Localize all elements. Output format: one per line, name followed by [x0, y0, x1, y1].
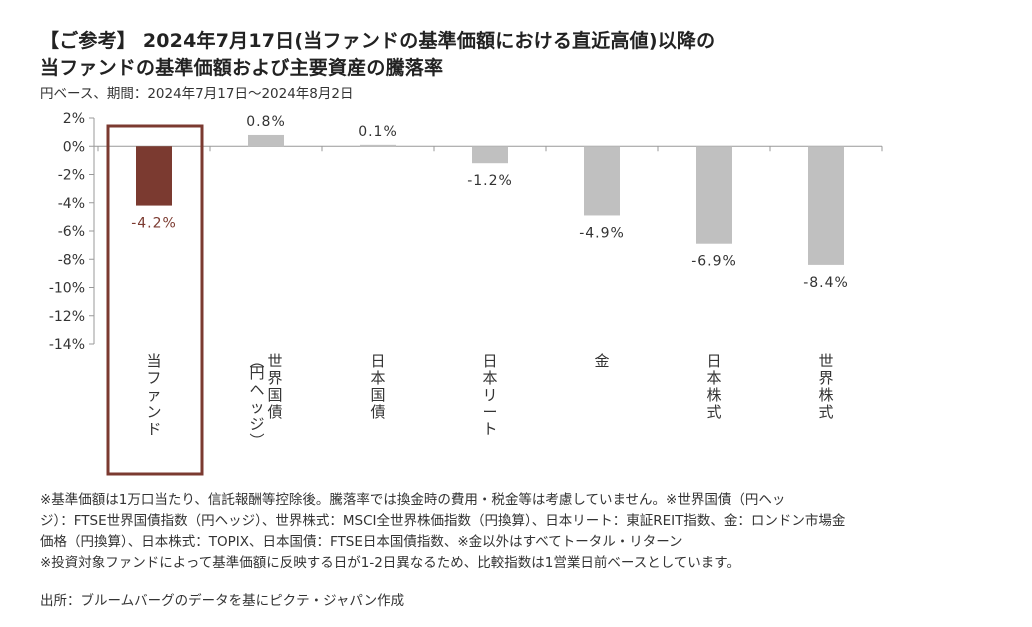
- chart-subtitle: 円ベース、期間：2024年7月17日～2024年8月2日: [40, 86, 354, 102]
- category-char: 日: [370, 352, 385, 370]
- category-char: 世: [267, 352, 282, 370]
- category-char: 本: [370, 369, 385, 387]
- category-char: ︶: [249, 432, 264, 450]
- category-char: フ: [146, 369, 161, 387]
- category-char: 国: [370, 386, 385, 404]
- category-char: ッ: [249, 398, 264, 416]
- footnote-line: ※基準価額は1万口当たり、信託報酬等控除後。騰落率では換金時の費用・税金等は考慮…: [40, 492, 786, 508]
- y-tick-label: 2%: [63, 111, 85, 127]
- bar-chart: 2% 0% -2% -4% -6% -8% -10% -12% -14% -4.2% 0.8% 0.…: [49, 111, 883, 476]
- category-char: 株: [706, 386, 721, 404]
- category-char: 本: [706, 369, 721, 387]
- bar: [584, 146, 620, 216]
- value-label: -8.4%: [803, 275, 849, 291]
- category-char: リ: [482, 386, 497, 404]
- category-char: 界: [818, 369, 833, 387]
- chart-title: 【ご参考】 2024年7月17日(当ファンドの基準価額における直近高値)以降の …: [40, 28, 715, 82]
- category-char: 債: [267, 403, 282, 421]
- value-label: 0.1%: [358, 124, 398, 140]
- category-char: 債: [370, 403, 385, 421]
- bar: [696, 146, 732, 244]
- y-axis: 2% 0% -2% -4% -6% -8% -10% -12% -14%: [49, 111, 883, 353]
- category-char: 国: [267, 386, 282, 404]
- value-label: -4.9%: [579, 225, 625, 241]
- footnote-line: 価格（円換算）、日本株式：TOPIX、日本国債：FTSE日本国債指数、※金以外は…: [40, 534, 683, 550]
- bar: [360, 144, 396, 147]
- category-char: 本: [482, 369, 497, 387]
- category-char: ヘ: [249, 381, 264, 399]
- category-char: ド: [146, 420, 161, 438]
- category-char: ト: [482, 420, 497, 438]
- title-line-1: 【ご参考】 2024年7月17日(当ファンドの基準価額における直近高値)以降の: [40, 30, 716, 52]
- category-char: 日: [482, 352, 497, 370]
- bar: [136, 146, 172, 206]
- title-line-2: 当ファンドの基準価額および主要資産の騰落率: [40, 57, 444, 79]
- category-char: ︵: [249, 352, 264, 370]
- y-tick-label: -4%: [58, 196, 85, 212]
- category-char: 当: [146, 352, 161, 370]
- category-char: ジ: [249, 415, 264, 433]
- value-label: -6.9%: [691, 254, 737, 270]
- y-tick-label: -12%: [49, 309, 85, 325]
- bars: [136, 134, 844, 265]
- y-tick-label: -8%: [58, 252, 85, 268]
- category-char: 世: [818, 352, 833, 370]
- highlight-frame: [106, 124, 204, 476]
- category-char: 円: [249, 364, 264, 382]
- category-char: 株: [818, 386, 833, 404]
- bar: [472, 146, 508, 164]
- category-char: 金: [594, 352, 609, 370]
- category-char: ー: [482, 403, 497, 421]
- y-tick-label: -14%: [49, 337, 85, 353]
- y-tick-label: -2%: [58, 168, 85, 184]
- footnote-line: ※投資対象ファンドによって基準価額に反映する日が1-2日異なるため、比較指数は1…: [40, 555, 740, 571]
- value-label: -4.2%: [131, 216, 177, 232]
- value-labels: -4.2% 0.8% 0.1% -1.2% -4.9% -6.9% -8.4%: [131, 114, 849, 291]
- source-note: 出所：ブルームバーグのデータを基にピクテ・ジャパン作成: [40, 593, 405, 609]
- value-label: 0.8%: [246, 114, 286, 130]
- bar: [808, 146, 844, 265]
- footnote-line: ジ）：FTSE世界国債指数（円ヘッジ）、世界株式：MSCI全世界株価指数（円換算…: [40, 513, 846, 529]
- y-tick-label: 0%: [63, 139, 85, 155]
- category-char: 日: [706, 352, 721, 370]
- category-char: ァ: [146, 386, 161, 404]
- value-label: -1.2%: [467, 173, 513, 189]
- y-tick-label: -10%: [49, 281, 85, 297]
- y-tick-label: -6%: [58, 224, 85, 240]
- category-char: 式: [818, 403, 833, 421]
- footnotes: ※基準価額は1万口当たり、信託報酬等控除後。騰落率では換金時の費用・税金等は考慮…: [40, 490, 1000, 574]
- category-char: 界: [267, 369, 282, 387]
- category-char: ン: [146, 403, 161, 421]
- category-char: 式: [706, 403, 721, 421]
- bar: [248, 134, 284, 147]
